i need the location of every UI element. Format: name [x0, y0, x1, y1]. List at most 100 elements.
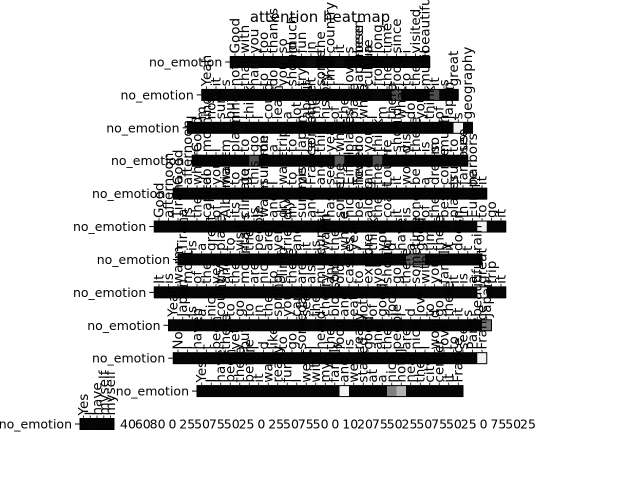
token-label: think — [365, 217, 381, 251]
heatmap-cell — [496, 286, 507, 298]
token-label: is — [342, 339, 358, 350]
token-label: to — [242, 303, 258, 317]
token-label: s — [437, 79, 453, 86]
token-label: to — [223, 303, 239, 317]
heatmap-cell — [320, 319, 331, 331]
token-label: Tirana — [175, 209, 191, 252]
heatmap-cell — [406, 253, 416, 265]
row-label: no_emotion — [0, 417, 72, 432]
x-tick-label: 0 — [168, 417, 176, 432]
token-label: i — [399, 50, 415, 54]
heatmap-cell — [353, 188, 364, 200]
heatmap-cell — [201, 188, 212, 200]
token-label: I — [180, 346, 196, 350]
heatmap-cell — [344, 56, 355, 68]
heatmap-cell — [396, 253, 407, 265]
row-label: no_emotion — [73, 285, 146, 300]
token-label: long — [370, 24, 386, 53]
heatmap-cell — [287, 89, 298, 101]
heatmap-cell — [439, 221, 450, 233]
row-label: no_emotion — [106, 120, 179, 135]
token-label: to — [285, 139, 301, 153]
heatmap-cell — [363, 188, 374, 200]
heatmap-cell — [201, 286, 212, 298]
token-label: dream — [427, 142, 443, 186]
heatmap-cell — [239, 352, 250, 364]
heatmap-cell — [244, 122, 255, 134]
heatmap-cell — [344, 188, 355, 200]
token-label: I — [394, 313, 410, 317]
token-label: I — [304, 346, 320, 350]
heatmap-cell — [292, 319, 302, 331]
heatmap-cell — [425, 319, 435, 331]
heatmap-cell — [458, 286, 469, 298]
heatmap-cell — [296, 352, 307, 364]
token-label: stayed — [356, 337, 372, 382]
token-label: you — [370, 259, 386, 284]
token-label: not — [228, 64, 244, 86]
token-label: from — [370, 55, 386, 86]
heatmap-cell — [477, 221, 488, 233]
heatmap-cell — [410, 89, 421, 101]
row-label: no_emotion — [149, 55, 222, 70]
token-label: a — [194, 308, 210, 316]
token-label: spring — [270, 275, 286, 317]
token-label: center — [432, 339, 448, 383]
token-label: Good — [152, 182, 168, 218]
heatmap-cell — [249, 286, 260, 298]
token-label: your — [427, 253, 443, 284]
token-label: a — [266, 144, 282, 152]
heatmap-cell — [211, 221, 222, 233]
token-label: go — [389, 267, 405, 284]
token-label: Eiffel — [342, 151, 358, 185]
token-label: time — [380, 23, 396, 54]
token-label: Yes — [194, 361, 210, 384]
heatmap-cell — [482, 319, 492, 331]
token-label: is — [185, 306, 201, 317]
heatmap-cell — [211, 352, 222, 364]
token-label: nice — [384, 355, 400, 383]
token-label: would — [399, 145, 415, 185]
token-label: the — [337, 97, 353, 119]
token-label: along — [361, 181, 377, 218]
heatmap-cell — [86, 418, 94, 430]
x-tick-label: 60 — [135, 417, 151, 432]
token-label: visit — [399, 124, 415, 152]
heatmap-row: no_emotionYeahitsnotthathardtodoyoushoul… — [120, 25, 462, 102]
heatmap-cell — [216, 385, 226, 397]
heatmap-cell — [401, 56, 412, 68]
token-label: t — [460, 246, 476, 251]
token-label: really — [270, 345, 286, 382]
heatmap-cell — [358, 122, 369, 134]
token-label: sure — [213, 90, 229, 119]
heatmap-cell — [315, 89, 326, 101]
heatmap-cell — [273, 253, 283, 265]
token-label: true — [446, 157, 462, 185]
token-label: s — [218, 79, 234, 86]
token-label: old — [332, 263, 348, 284]
token-label: come — [437, 148, 453, 185]
token-label: one — [408, 193, 424, 218]
token-label: blossoms — [327, 254, 343, 317]
token-label: to — [256, 73, 272, 87]
heatmap-cell — [239, 286, 250, 298]
token-label: some — [332, 181, 348, 218]
token-label: it — [441, 242, 457, 251]
heatmap-cell — [444, 319, 454, 331]
heatmap-cell — [463, 253, 473, 265]
heatmap-cell — [387, 253, 397, 265]
x-tick-label: 0 — [257, 417, 265, 432]
heatmap-cell — [211, 89, 222, 101]
heatmap-cell — [268, 155, 279, 167]
token-label: in — [285, 206, 301, 218]
token-label: lots — [356, 292, 372, 316]
heatmap-cell — [315, 221, 326, 233]
heatmap-cell — [182, 352, 193, 364]
token-label: Good — [190, 117, 206, 153]
token-label: Japan — [441, 82, 457, 121]
heatmap-cell — [230, 188, 241, 200]
token-label: my — [318, 361, 334, 382]
x-tick-label: 25 — [520, 417, 536, 432]
token-label: about — [299, 80, 315, 119]
heatmap-cell — [420, 352, 431, 364]
